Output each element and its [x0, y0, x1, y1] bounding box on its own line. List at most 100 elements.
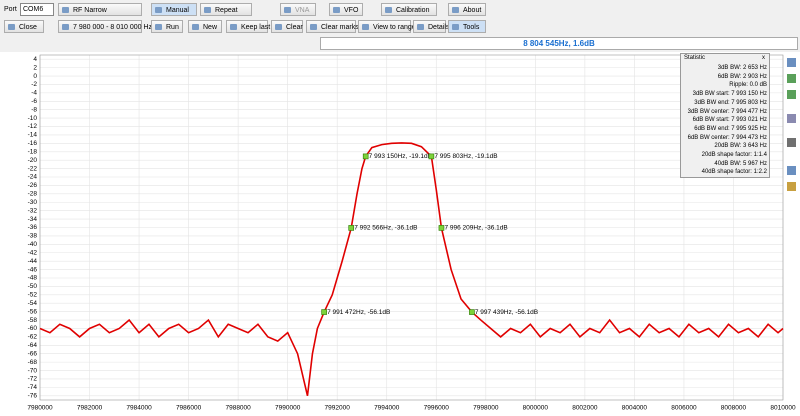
y-tick-label: -30 [28, 199, 38, 206]
statistic-line: 3dB BW end: 7 995 803 Hz [694, 99, 767, 106]
spectrum-line [39, 142, 784, 396]
y-tick-label: -40 [28, 241, 38, 248]
range-button[interactable]: 7 980 000 - 8 010 000 Hz [58, 20, 152, 33]
y-tick-label: -38 [28, 233, 38, 240]
y-tick-label: -64 [28, 342, 38, 349]
marker-label: 7 997 439Hz, -56.1dB [475, 309, 538, 316]
status-bar: 8 804 545Hz, 1.6dB [320, 37, 798, 50]
y-tick-label: -6 [31, 98, 37, 105]
x-tick-label: 7998000 [473, 405, 499, 412]
calibration-button[interactable]: Calibration [381, 3, 437, 16]
statistic-line: Ripple: 0.0 dB [729, 82, 767, 89]
statistic-close[interactable]: x [762, 55, 765, 61]
y-tick-label: -12 [28, 123, 38, 130]
marker-label: 7 992 566Hz, -36.1dB [354, 225, 417, 232]
y-tick-label: -14 [28, 132, 38, 139]
y-tick-label: -24 [28, 174, 38, 181]
statistic-line: 40dB BW: 5 967 Hz [714, 160, 767, 167]
statistic-line: 3dB BW: 2 653 Hz [717, 65, 767, 71]
y-tick-label: -36 [28, 224, 38, 231]
y-tick-label: -60 [28, 325, 38, 332]
y-tick-label: -74 [28, 384, 38, 391]
y-tick-label: -34 [28, 216, 38, 223]
x-tick-label: 8010000 [770, 405, 796, 412]
x-tick-label: 7982000 [77, 405, 103, 412]
y-tick-label: -42 [28, 249, 38, 256]
clear-button[interactable]: Clear [271, 20, 303, 33]
repeat-button[interactable]: Repeat [200, 3, 252, 16]
y-tick-label: -18 [28, 148, 38, 155]
about-button[interactable]: About [448, 3, 486, 16]
vna-button[interactable]: VNA [280, 3, 316, 16]
keep-last-button[interactable]: Keep last [226, 20, 270, 33]
marker-label: 7 995 803Hz, -19.1dB [434, 153, 497, 160]
manual-button[interactable]: Manual [151, 3, 197, 16]
y-tick-label: -56 [28, 308, 38, 315]
x-tick-label: 7992000 [325, 405, 351, 412]
chart-background [0, 52, 800, 416]
side-icons [787, 58, 796, 191]
statistic-line: 20dB BW: 3 643 Hz [714, 143, 767, 150]
y-tick-label: -54 [28, 300, 38, 307]
close-button[interactable]: Close [4, 20, 44, 33]
y-tick-label: -76 [28, 393, 38, 400]
x-tick-label: 7980000 [27, 405, 53, 412]
marker [428, 153, 435, 160]
x-tick-label: 7996000 [424, 405, 450, 412]
y-tick-label: -10 [28, 115, 38, 122]
x-tick-label: 7984000 [126, 405, 152, 412]
marker [348, 225, 355, 231]
x-tick-label: 7988000 [225, 405, 251, 412]
statistic-line: 20dB shape factor: 1:1.4 [701, 152, 767, 159]
y-tick-label: -8 [31, 106, 37, 113]
statistic-line: 6dB BW: 2 903 Hz [717, 73, 767, 80]
details-button[interactable]: Details [413, 20, 449, 33]
vfo-button[interactable]: VFO [329, 3, 363, 16]
marker [469, 309, 475, 315]
statistic-lines: 3dB BW: 2 653 Hz 6dB BW: 2 903 Hz Ripple: … [681, 64, 767, 177]
plot-frame [39, 54, 784, 401]
y-tick-label: -58 [28, 317, 38, 324]
new-button[interactable]: New [188, 20, 222, 33]
x-tick-label: 8004000 [622, 405, 648, 412]
y-tick-label: -44 [28, 258, 38, 265]
y-tick-label: -28 [28, 191, 38, 198]
y-tick-label: -70 [28, 367, 38, 374]
y-tick-label: -72 [28, 376, 38, 383]
chart: 42 0-2 -4-6-8 -10-12 -14-16-18 -20-22 -24-26 -2… [0, 52, 800, 416]
port-label: Port [4, 6, 17, 13]
marker-label: 7 996 209Hz, -36.1dB [444, 225, 507, 232]
view-to-range-button[interactable]: View to range [358, 20, 416, 33]
x-tick-label: 8006000 [671, 405, 697, 412]
y-tick-label: -4 [31, 90, 37, 97]
statistic-line: 6dB BW center: 7 994 473 Hz [687, 134, 767, 141]
y-tick-label: -26 [28, 182, 38, 189]
y-tick-label: -52 [28, 292, 38, 299]
y-tick-label: -68 [28, 359, 38, 366]
statistic-line: 40dB shape factor: 1:2.2 [701, 169, 767, 176]
x-tick-label: 7986000 [176, 405, 202, 412]
marker-label: 7 991 472Hz, -56.1dB [327, 309, 390, 316]
x-tick-label: 7990000 [275, 405, 301, 412]
tools-button[interactable]: Tools [448, 20, 486, 33]
x-tick-label: 8002000 [572, 405, 598, 412]
marker-label: 7 993 150Hz, -19.1dB [369, 153, 432, 160]
x-tick-label: 8000000 [523, 405, 549, 412]
x-tick-label: 7994000 [374, 405, 400, 412]
marker [321, 309, 327, 315]
y-tick-label: 2 [33, 64, 37, 71]
y-tick-label: -20 [28, 157, 38, 164]
clear-marks-button[interactable]: Clear marks [306, 20, 359, 33]
statistic-line: 6dB BW end: 7 995 925 Hz [694, 125, 767, 132]
port-select[interactable]: COM6 [20, 3, 54, 16]
statistic-line: 3dB BW center: 7 994 477 Hz [687, 108, 767, 115]
y-tick-label: -2 [31, 81, 37, 88]
rf-narrow-button[interactable]: RF Narrow [58, 3, 142, 16]
run-button[interactable]: Run [151, 20, 183, 33]
y-tick-label: 4 [33, 56, 37, 63]
statistic-line: 3dB BW start: 7 993 150 Hz [692, 91, 767, 98]
y-tick-label: -48 [28, 275, 38, 282]
marker [438, 225, 445, 231]
y-tick-label: 0 [33, 73, 37, 80]
